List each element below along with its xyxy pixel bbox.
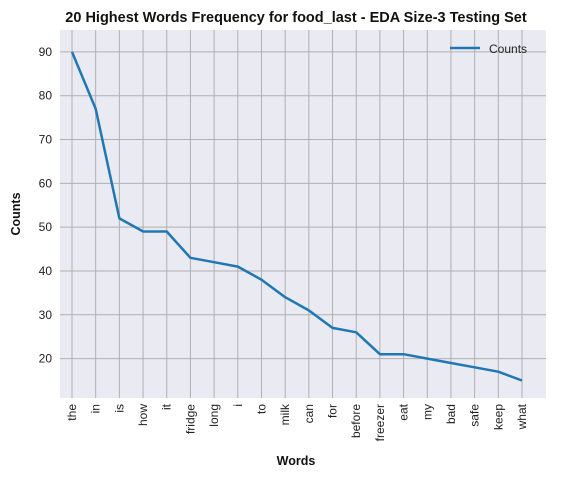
y-tick-label: 70 bbox=[39, 133, 53, 147]
x-tick-label: is bbox=[112, 404, 126, 413]
grid-lines bbox=[60, 30, 546, 398]
x-tick-label: my bbox=[420, 404, 434, 420]
x-axis-ticks: the in is how it fridge long i to milk can for befor… bbox=[65, 403, 529, 441]
legend-label: Counts bbox=[489, 42, 527, 56]
y-tick-label: 50 bbox=[39, 220, 53, 234]
x-tick-label: keep bbox=[491, 404, 505, 430]
x-tick-label: in bbox=[89, 404, 103, 413]
x-tick-label: how bbox=[136, 404, 150, 426]
x-tick-label: i bbox=[231, 404, 245, 407]
x-tick-label: eat bbox=[397, 403, 411, 420]
x-tick-label: fridge bbox=[183, 404, 197, 434]
y-tick-label: 30 bbox=[39, 308, 53, 322]
x-tick-label: it bbox=[160, 403, 174, 410]
y-tick-label: 40 bbox=[39, 264, 53, 278]
x-tick-label: before bbox=[349, 404, 363, 438]
y-axis-ticks: 20 30 40 50 60 70 80 90 bbox=[39, 45, 53, 366]
x-tick-label: what bbox=[515, 403, 529, 430]
chart-title: 20 Highest Words Frequency for food_last… bbox=[65, 10, 527, 26]
x-axis-label: Words bbox=[277, 454, 316, 468]
plot-area bbox=[60, 30, 546, 398]
x-tick-label: long bbox=[207, 404, 221, 427]
x-tick-label: milk bbox=[278, 403, 292, 425]
legend: Counts bbox=[450, 42, 527, 56]
x-tick-label: safe bbox=[468, 404, 482, 427]
y-tick-label: 90 bbox=[39, 45, 53, 59]
series-line bbox=[70, 51, 523, 382]
y-axis-label: Counts bbox=[9, 192, 23, 235]
x-tick-label: for bbox=[326, 404, 340, 418]
x-tick-label: freezer bbox=[373, 404, 387, 441]
x-tick-label: the bbox=[65, 404, 79, 421]
y-tick-label: 20 bbox=[39, 352, 53, 366]
x-tick-label: to bbox=[254, 404, 268, 414]
y-tick-label: 60 bbox=[39, 176, 53, 190]
x-tick-label: bad bbox=[444, 404, 458, 424]
y-tick-label: 80 bbox=[39, 89, 53, 103]
x-tick-label: can bbox=[302, 404, 316, 423]
series-lines bbox=[70, 51, 523, 382]
